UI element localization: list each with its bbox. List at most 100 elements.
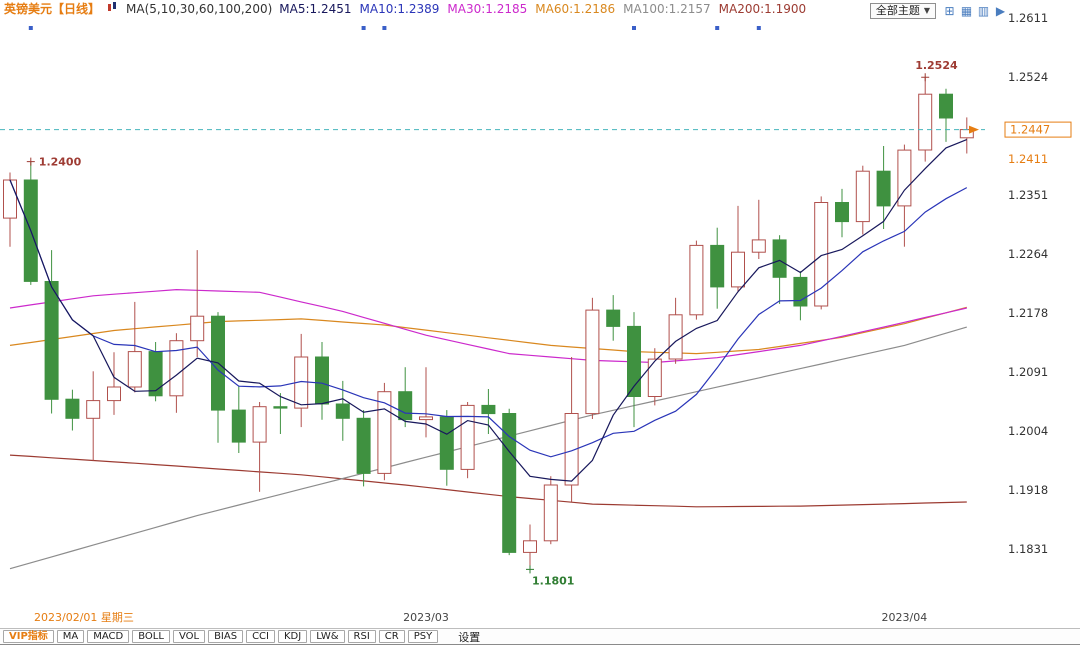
event-marker-icon[interactable] [382, 26, 387, 30]
event-marker-icon[interactable] [361, 26, 366, 30]
candle[interactable] [23, 161, 38, 285]
candle[interactable] [939, 88, 953, 142]
candle[interactable] [3, 172, 17, 247]
candle[interactable] [335, 380, 350, 441]
event-marker-icon[interactable] [632, 26, 636, 30]
candle[interactable] [315, 342, 329, 420]
expand-panel-icon[interactable]: ▶ [995, 3, 1006, 18]
x-axis-label: 2023/04 [882, 611, 928, 624]
indicator-tab-BIAS[interactable]: BIAS [208, 630, 244, 643]
candle[interactable] [835, 188, 849, 238]
candle[interactable] [855, 165, 870, 235]
candle[interactable] [86, 371, 101, 461]
candle[interactable] [252, 402, 267, 492]
ma-legend-ma30: MA30:1.2185 [447, 1, 528, 16]
candle[interactable] [751, 199, 766, 259]
ma30-line [9, 288, 967, 364]
candle[interactable] [731, 205, 745, 293]
candle[interactable] [710, 227, 725, 309]
candle[interactable] [564, 357, 579, 502]
theme-dropdown-label: 全部主题 [875, 4, 920, 17]
candle[interactable] [190, 250, 205, 357]
candle-body [377, 391, 392, 474]
candle-body [918, 93, 933, 151]
candle-body [731, 251, 745, 288]
indicator-tab-PSY[interactable]: PSY [407, 630, 439, 643]
price-annotation: 1.2400 [26, 156, 82, 169]
candle[interactable] [585, 297, 600, 419]
theme-dropdown[interactable]: 全部主题 ▼ [869, 3, 936, 19]
candle-body [231, 409, 246, 443]
annotation-cross-icon [526, 565, 534, 574]
candle-body [252, 406, 267, 443]
candle[interactable] [814, 196, 829, 310]
price-annotation: 1.1801 [526, 565, 574, 587]
candle[interactable] [169, 333, 184, 413]
candle[interactable] [647, 348, 662, 406]
candle-body [86, 400, 101, 419]
candle[interactable] [689, 240, 704, 320]
candle-body [169, 340, 184, 397]
candle-body [127, 351, 142, 388]
indicator-toolbar: VIP指标 MA MACD BOLL VOL BIAS CCI KDJ LW& RSI CR PSY … [0, 628, 1080, 645]
indicator-tab-CR[interactable]: CR [378, 630, 405, 643]
indicator-tab-MACD[interactable]: MACD [87, 630, 130, 643]
candlestick-chart[interactable]: 1.2400 1.2524 1.1801 1.2611 1.2524 1.2351 1.22… [0, 0, 1080, 628]
candle[interactable] [356, 410, 371, 487]
indicator-icon[interactable] [107, 1, 119, 16]
candle-body [647, 358, 662, 398]
candle[interactable] [502, 408, 517, 556]
candle-body [543, 484, 558, 542]
indicator-tab-BOLL[interactable]: BOLL [132, 630, 170, 643]
candle[interactable] [543, 476, 558, 545]
symbol-title: 英镑美元【日线】 [4, 2, 101, 16]
candle-body [939, 93, 953, 119]
event-marker-icon[interactable] [715, 26, 720, 30]
candle[interactable] [772, 235, 787, 304]
indicator-tab-RSI[interactable]: RSI [347, 630, 376, 643]
indicator-tab-KDJ[interactable]: KDJ [277, 630, 308, 643]
candle[interactable] [65, 389, 80, 431]
candle[interactable] [231, 385, 246, 453]
candle-body [710, 244, 725, 288]
candle[interactable] [523, 524, 537, 570]
indicator-tab-CCI[interactable]: CCI [246, 630, 275, 643]
ma60-line [9, 306, 967, 355]
indicator-tab-VIP指标[interactable]: VIP指标 [3, 630, 54, 643]
event-marker-icon[interactable] [756, 26, 761, 30]
candle[interactable] [481, 389, 496, 434]
candle[interactable] [897, 144, 912, 247]
candle[interactable] [44, 250, 59, 414]
candle-body [627, 325, 641, 397]
y-axis-tick: 1.2178 [1008, 306, 1048, 320]
ma-legend-ma5: MA5:1.2451 [279, 1, 352, 16]
ma-legend-ma60: MA60:1.2186 [535, 1, 616, 16]
chart-plot-area[interactable] [0, 0, 985, 628]
candle[interactable] [606, 295, 621, 341]
candle[interactable] [627, 312, 641, 428]
event-marker-icon[interactable] [28, 26, 33, 30]
candle[interactable] [377, 382, 392, 481]
candle-body [855, 170, 870, 223]
candle-body [44, 281, 59, 400]
indicator-tab-LW&[interactable]: LW& [310, 630, 345, 643]
candle[interactable] [273, 393, 288, 434]
candle[interactable] [107, 352, 121, 415]
candle-body [148, 351, 163, 397]
column-layout-icon[interactable]: ▥ [977, 3, 990, 18]
candle[interactable] [918, 77, 933, 162]
candle[interactable] [419, 367, 433, 438]
chart-header: 英镑美元【日线】 MA(5,10,30,60,100,200) MA5:1.24… [4, 1, 806, 16]
x-axis-label: 2023/03 [403, 611, 449, 624]
indicator-tab-VOL[interactable]: VOL [172, 630, 206, 643]
candle[interactable] [127, 301, 142, 393]
candle[interactable] [668, 297, 683, 364]
ma10-line [9, 179, 968, 458]
candle[interactable] [876, 146, 891, 229]
indicator-tab-MA[interactable]: MA [56, 630, 85, 643]
grid-layout-icon[interactable]: ▦ [960, 3, 973, 18]
candle[interactable] [460, 402, 475, 479]
add-panel-icon[interactable]: ⊞ [944, 3, 955, 18]
candle-body [751, 239, 766, 253]
settings-button[interactable]: 设置 [452, 628, 486, 645]
